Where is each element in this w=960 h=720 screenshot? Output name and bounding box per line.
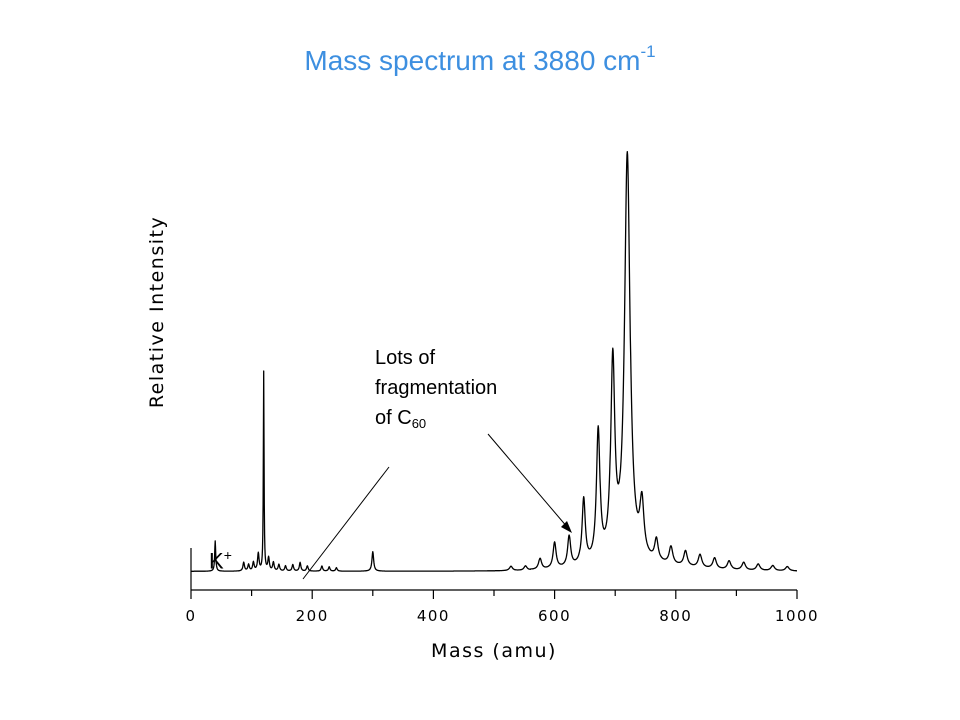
annotation-arrow-right bbox=[487, 433, 569, 529]
x-axis-ticks bbox=[190, 590, 798, 599]
annotation-line-3: of C60 bbox=[375, 403, 497, 439]
annotation-line-2: fragmentation bbox=[375, 377, 498, 399]
x-axis-label: Mass (amu) bbox=[431, 640, 557, 662]
annotation-line-1: Lots of bbox=[375, 347, 436, 369]
slide-title: Mass spectrum at 3880 cm-1 bbox=[0, 42, 960, 77]
x-tick-label: 800 bbox=[659, 607, 692, 625]
spectrum-line bbox=[190, 150, 798, 572]
k-label-superscript: + bbox=[223, 547, 232, 563]
k-plus-label: K+ bbox=[209, 540, 232, 576]
title-text: Mass spectrum at 3880 cm bbox=[304, 45, 641, 76]
fragmentation-annotation: Lots of fragmentation of C60 bbox=[375, 343, 497, 439]
annotation-c60-subscript: 60 bbox=[411, 416, 427, 431]
title-superscript: -1 bbox=[640, 42, 656, 61]
x-tick-label: 400 bbox=[417, 607, 450, 625]
y-axis-label: Relative Intensity bbox=[146, 216, 168, 408]
x-tick-label: 1000 bbox=[775, 607, 819, 625]
k-label-text: K bbox=[209, 548, 224, 574]
annotation-c-text: of C bbox=[375, 407, 412, 429]
annotation-arrow-left bbox=[302, 466, 390, 580]
x-axis-tick-labels: 0 200 400 600 800 1000 bbox=[185, 607, 819, 625]
x-tick-label: 200 bbox=[296, 607, 329, 625]
annotation-arrowhead-right bbox=[561, 521, 572, 533]
x-tick-label: 600 bbox=[538, 607, 571, 625]
x-tick-label: 0 bbox=[185, 607, 196, 625]
